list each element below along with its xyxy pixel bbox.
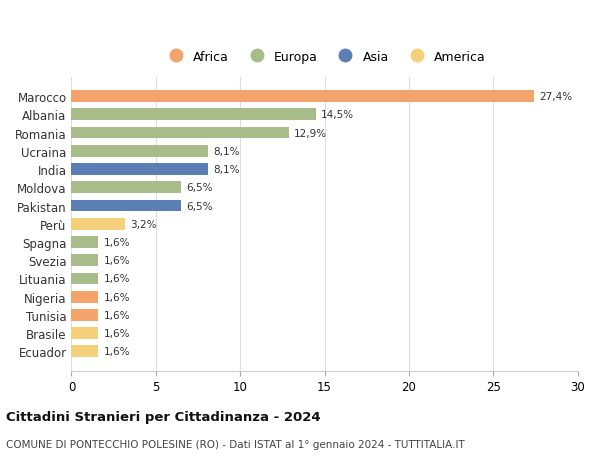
- Text: 3,2%: 3,2%: [131, 219, 157, 229]
- Text: 8,1%: 8,1%: [213, 146, 240, 157]
- Bar: [71, 291, 98, 303]
- Bar: [71, 346, 98, 358]
- Bar: [71, 164, 208, 176]
- Bar: [71, 91, 534, 103]
- Text: 1,6%: 1,6%: [104, 347, 130, 357]
- Bar: [71, 273, 98, 285]
- Bar: [71, 328, 98, 339]
- Text: 6,5%: 6,5%: [186, 201, 213, 211]
- Bar: [71, 255, 98, 267]
- Bar: [71, 109, 316, 121]
- Text: Cittadini Stranieri per Cittadinanza - 2024: Cittadini Stranieri per Cittadinanza - 2…: [6, 410, 320, 423]
- Text: 1,6%: 1,6%: [104, 274, 130, 284]
- Bar: [71, 127, 289, 139]
- Bar: [71, 309, 98, 321]
- Text: 1,6%: 1,6%: [104, 310, 130, 320]
- Bar: [71, 218, 125, 230]
- Text: 1,6%: 1,6%: [104, 237, 130, 247]
- Text: 27,4%: 27,4%: [539, 92, 572, 102]
- Bar: [71, 236, 98, 248]
- Bar: [71, 182, 181, 194]
- Text: 1,6%: 1,6%: [104, 256, 130, 266]
- Text: 1,6%: 1,6%: [104, 329, 130, 338]
- Bar: [71, 200, 181, 212]
- Text: 14,5%: 14,5%: [321, 110, 355, 120]
- Bar: [71, 146, 208, 157]
- Legend: Africa, Europa, Asia, America: Africa, Europa, Asia, America: [158, 46, 491, 69]
- Text: 1,6%: 1,6%: [104, 292, 130, 302]
- Text: COMUNE DI PONTECCHIO POLESINE (RO) - Dati ISTAT al 1° gennaio 2024 - TUTTITALIA.: COMUNE DI PONTECCHIO POLESINE (RO) - Dat…: [6, 440, 465, 449]
- Text: 12,9%: 12,9%: [294, 128, 328, 138]
- Text: 6,5%: 6,5%: [186, 183, 213, 193]
- Text: 8,1%: 8,1%: [213, 165, 240, 174]
